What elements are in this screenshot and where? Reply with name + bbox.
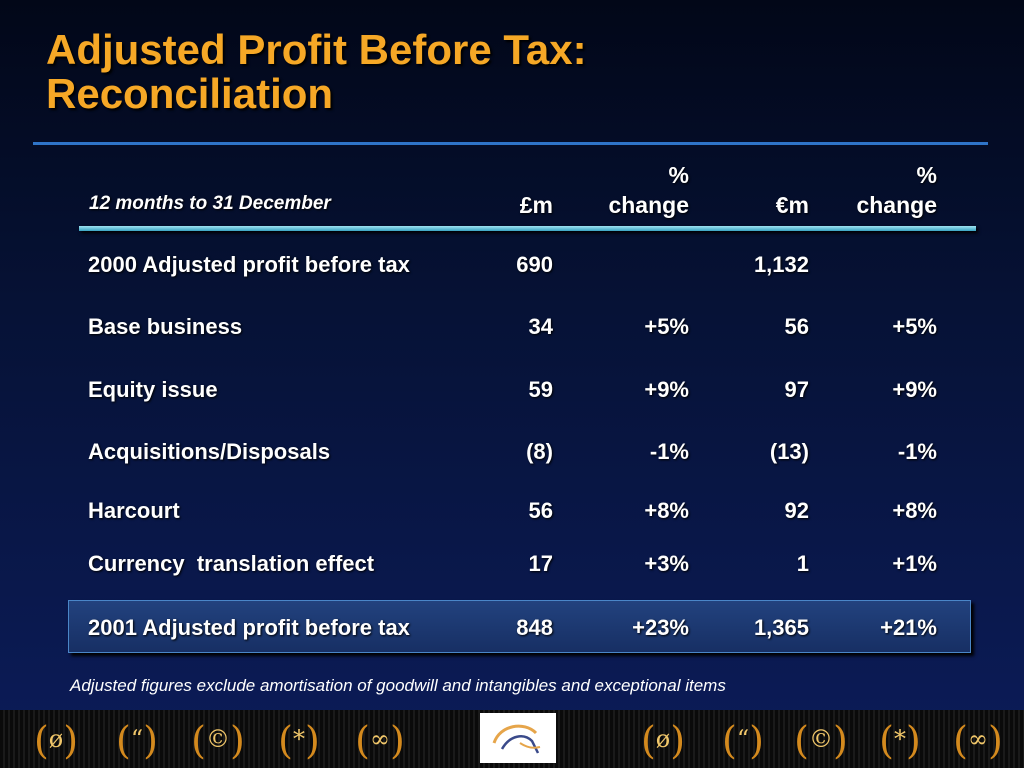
row-label: Base business <box>88 314 243 339</box>
table-row: Harcourt 56 +8% 92 +8% <box>0 495 1024 527</box>
row-eur-change: -1% <box>897 439 937 464</box>
quote-mark-icon: (“) <box>722 718 764 763</box>
copyright-icon: (©) <box>794 718 848 763</box>
total-eur-change: +21% <box>880 615 937 640</box>
row-eur: (13) <box>769 439 809 464</box>
table-row: Acquisitions/Disposals (8) -1% (13) -1% <box>0 436 1024 468</box>
row-label: Acquisitions/Disposals <box>88 439 331 464</box>
row-eur: 92 <box>784 498 809 523</box>
row-gbp: 17 <box>528 551 553 576</box>
infinity-icon: (∞) <box>355 718 405 763</box>
row-eur-change: +1% <box>892 551 937 576</box>
slide-title: Adjusted Profit Before Tax: Reconciliati… <box>46 28 587 116</box>
total-label: 2001 Adjusted profit before tax <box>88 615 410 640</box>
total-row: 2001 Adjusted profit before tax 848 +23%… <box>0 612 1024 644</box>
header-eur-unit: €m <box>775 192 809 218</box>
header-gbp-change: % change <box>560 160 689 220</box>
header-eur: €m <box>720 190 809 220</box>
row-gbp-change: +3% <box>644 551 689 576</box>
infinity-icon: (∞) <box>953 718 1003 763</box>
null-symbol-icon: (ø) <box>640 718 686 763</box>
row-eur-change: +8% <box>892 498 937 523</box>
row-gbp: 34 <box>528 314 553 339</box>
row-eur: 1,132 <box>753 252 809 277</box>
header-eur-change: % change <box>810 160 937 220</box>
row-eur-change: +5% <box>892 314 937 339</box>
header-gbp-change-line2: change <box>608 192 689 218</box>
company-logo <box>480 713 556 763</box>
row-gbp-change: +5% <box>644 314 689 339</box>
row-eur: 1 <box>796 551 809 576</box>
footnote: Adjusted figures exclude amortisation of… <box>70 676 726 695</box>
total-gbp: 848 <box>516 615 553 640</box>
header-gbp-unit: £m <box>519 192 553 218</box>
slide-title-line1: Adjusted Profit Before Tax: <box>46 26 587 73</box>
total-eur: 1,365 <box>753 615 809 640</box>
header-divider <box>79 226 976 231</box>
title-divider <box>33 142 988 145</box>
copyright-icon: (©) <box>191 718 245 763</box>
row-gbp: 56 <box>528 498 553 523</box>
table-row: Base business 34 +5% 56 +5% <box>0 311 1024 343</box>
row-label: Harcourt <box>88 498 180 523</box>
row-gbp-change: -1% <box>649 439 689 464</box>
total-gbp-change: +23% <box>632 615 689 640</box>
asterisk-icon: (*) <box>879 718 921 763</box>
logo-mark-icon <box>492 724 541 754</box>
header-gbp-change-line1: % <box>668 162 689 188</box>
null-symbol-icon: (ø) <box>33 718 79 763</box>
table-row: Equity issue 59 +9% 97 +9% <box>0 374 1024 406</box>
header-gbp: £m <box>470 190 553 220</box>
header-eur-change-line2: change <box>856 192 937 218</box>
row-gbp-change: +9% <box>644 377 689 402</box>
row-label: 2000 Adjusted profit before tax <box>88 252 410 277</box>
row-gbp: 59 <box>528 377 553 402</box>
row-gbp: 690 <box>516 252 553 277</box>
table-row: Currency translation effect 17 +3% 1 +1% <box>0 548 1024 580</box>
row-gbp-change: +8% <box>644 498 689 523</box>
row-eur: 97 <box>784 377 809 402</box>
row-label: Currency translation effect <box>88 551 375 576</box>
quote-mark-icon: (“) <box>116 718 158 763</box>
header-eur-change-line1: % <box>916 162 937 188</box>
table-row: 2000 Adjusted profit before tax 690 1,13… <box>0 249 1024 281</box>
row-gbp: (8) <box>526 439 553 464</box>
row-label: Equity issue <box>88 377 218 402</box>
asterisk-icon: (*) <box>278 718 320 763</box>
total-row-highlight <box>68 600 971 653</box>
slide-title-line2: Reconciliation <box>46 70 334 117</box>
row-eur: 56 <box>784 314 809 339</box>
period-label: 12 months to 31 December <box>89 193 331 214</box>
row-eur-change: +9% <box>892 377 937 402</box>
